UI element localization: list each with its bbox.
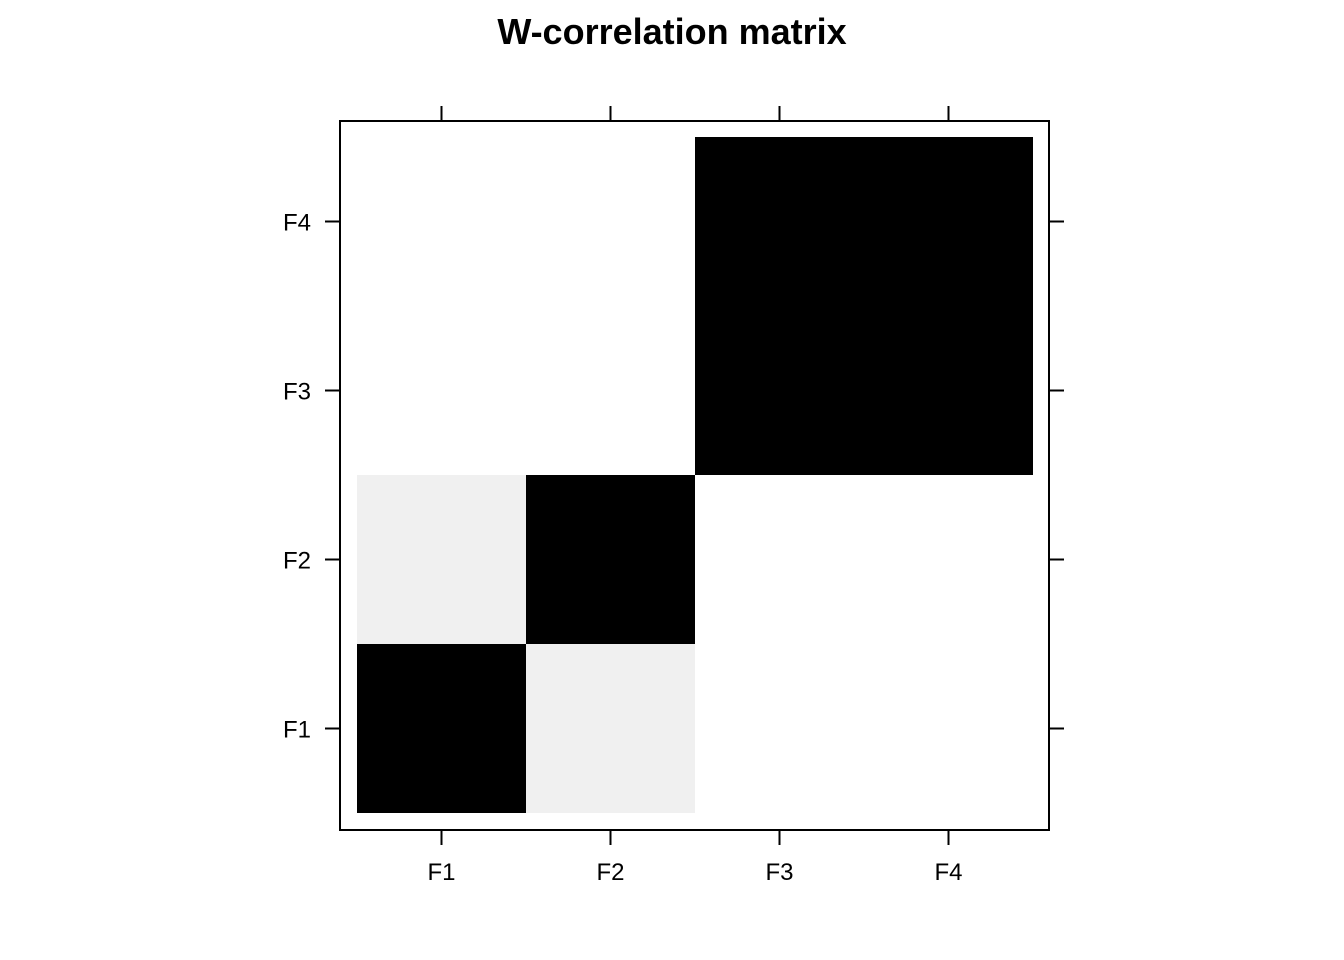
chart-title: W-correlation matrix xyxy=(497,11,846,52)
heatmap-cells xyxy=(357,137,1033,813)
heatmap-cell-f1-f3 xyxy=(357,306,526,475)
heatmap-cell-f3-f2 xyxy=(695,475,864,644)
heatmap-cell-f1-f1 xyxy=(357,644,526,813)
heatmap-cell-f3-f4 xyxy=(695,137,864,306)
y-tick-label-f4: F4 xyxy=(283,210,311,237)
x-tick-label-f2: F2 xyxy=(596,859,624,886)
y-tick-label-f3: F3 xyxy=(283,379,311,406)
heatmap-cell-f4-f2 xyxy=(864,475,1033,644)
heatmap-cell-f4-f3 xyxy=(864,306,1033,475)
heatmap-cell-f2-f1 xyxy=(526,644,695,813)
heatmap-cell-f2-f4 xyxy=(526,137,695,306)
plot-frame xyxy=(339,120,1050,831)
x-tick-label-f3: F3 xyxy=(765,859,793,886)
heatmap-cell-f3-f3 xyxy=(695,306,864,475)
heatmap-cell-f1-f4 xyxy=(357,137,526,306)
heatmap-cell-f4-f4 xyxy=(864,137,1033,306)
heatmap-cell-f2-f3 xyxy=(526,306,695,475)
axes: F1 F2 F3 F4 F1 F2 F3 F4 xyxy=(283,106,1064,886)
heatmap-cell-f4-f1 xyxy=(864,644,1033,813)
x-tick-label-f1: F1 xyxy=(427,859,455,886)
heatmap-cell-f2-f2 xyxy=(526,475,695,644)
x-tick-label-f4: F4 xyxy=(934,859,962,886)
y-tick-label-f2: F2 xyxy=(283,548,311,575)
heatmap-cell-f3-f1 xyxy=(695,644,864,813)
y-tick-label-f1: F1 xyxy=(283,717,311,744)
heatmap-cell-f1-f2 xyxy=(357,475,526,644)
